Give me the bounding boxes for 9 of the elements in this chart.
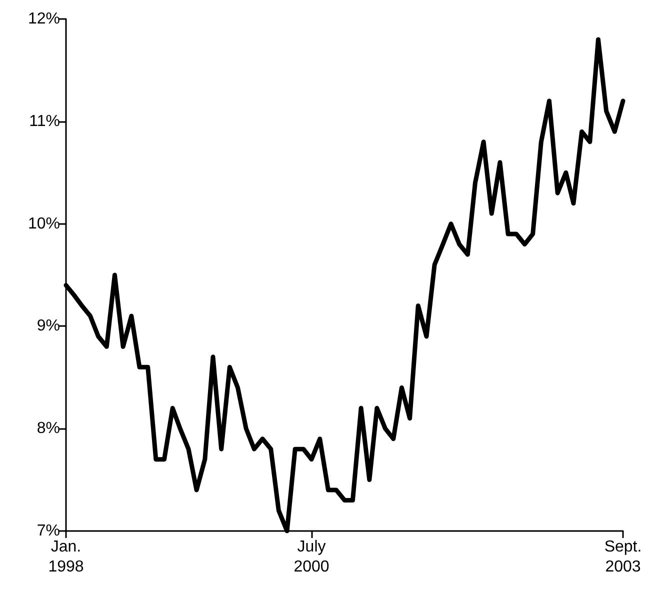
y-tick-label: 7% <box>36 522 60 540</box>
x-tick-label: July 2000 <box>294 538 330 576</box>
y-tick-label: 11% <box>29 112 60 130</box>
x-tick-label: Jan. 1998 <box>48 538 84 576</box>
x-tick-label: Sept. 2003 <box>604 538 642 576</box>
y-tick-label: 12% <box>28 10 60 28</box>
y-tick-label: 9% <box>36 318 60 335</box>
y-tick-label: 8% <box>36 420 60 438</box>
y-tick-label: 10% <box>28 215 60 232</box>
